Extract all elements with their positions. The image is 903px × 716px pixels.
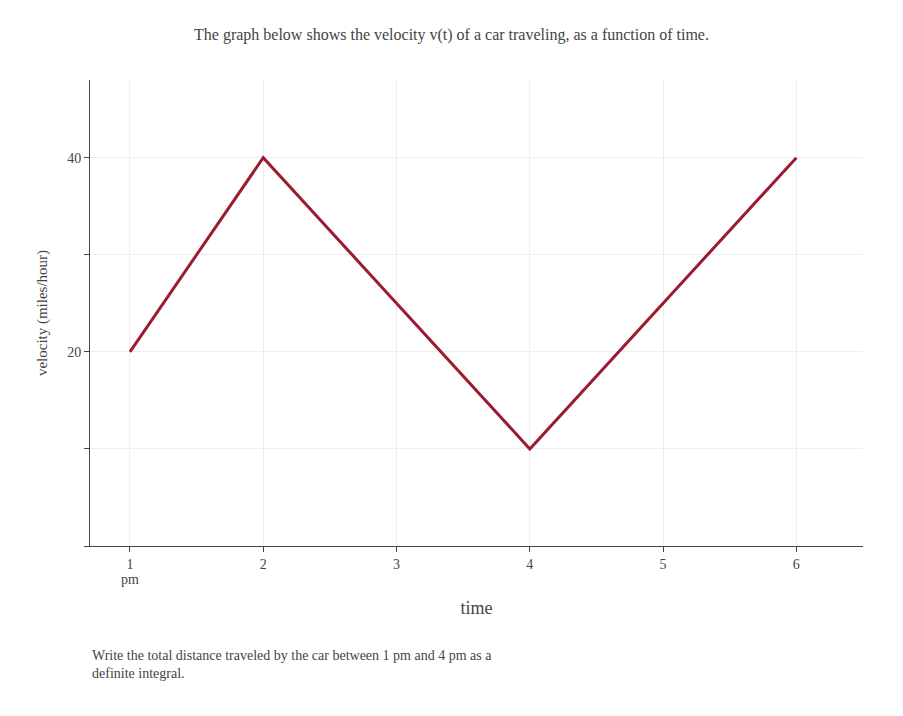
svg-text:2: 2 xyxy=(260,557,267,572)
svg-text:Write the total distance trave: Write the total distance traveled by the… xyxy=(92,648,492,681)
svg-text:velocity (miles/hour): velocity (miles/hour) xyxy=(34,250,51,376)
svg-text:5: 5 xyxy=(660,557,667,572)
svg-text:The graph below shows the velo: The graph below shows the velocity v(t) … xyxy=(194,26,709,44)
svg-text:4: 4 xyxy=(526,557,533,572)
svg-text:40: 40 xyxy=(67,151,81,166)
svg-text:6: 6 xyxy=(793,557,800,572)
svg-text:3: 3 xyxy=(393,557,400,572)
svg-text:20: 20 xyxy=(67,345,81,360)
svg-text:1: 1 xyxy=(126,557,133,572)
svg-text:time: time xyxy=(461,598,493,618)
svg-text:pm: pm xyxy=(121,572,139,587)
